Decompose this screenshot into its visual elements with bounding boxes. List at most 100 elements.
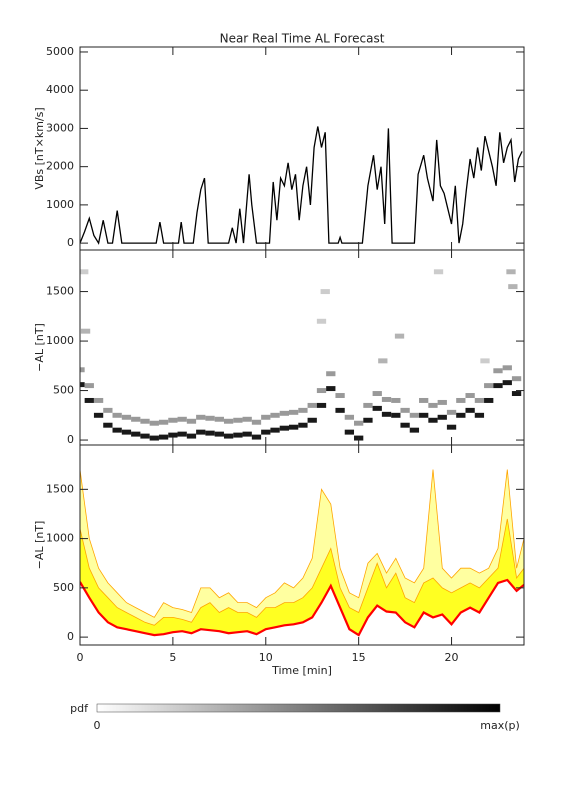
density-cell — [316, 388, 327, 394]
y-axis-label: VBs [nT×km/s] — [33, 107, 46, 189]
density-cell — [131, 416, 141, 422]
density-cell — [84, 397, 94, 403]
y-tick-label: 4000 — [46, 83, 74, 96]
y-tick-label: 0 — [67, 630, 74, 643]
y-tick-label: 2000 — [46, 160, 74, 173]
density-cell — [288, 409, 299, 415]
density-cell — [121, 429, 132, 435]
density-cell — [242, 416, 252, 422]
density-cell — [307, 417, 317, 423]
density-cell — [298, 407, 308, 413]
density-cell — [279, 425, 289, 431]
y-tick-label: 500 — [53, 581, 74, 594]
density-cell — [233, 432, 243, 438]
density-cell — [484, 383, 494, 389]
density-cell — [279, 410, 289, 416]
density-cell — [307, 402, 317, 408]
band-line — [80, 578, 524, 637]
x-tick-label: 0 — [77, 651, 84, 664]
colorbar-max: max(p) — [480, 719, 520, 732]
density-cell — [474, 397, 485, 403]
density-cell — [261, 414, 271, 420]
density-cell — [480, 358, 490, 364]
density-cell — [177, 416, 187, 422]
density-cell — [223, 433, 234, 439]
density-cell — [80, 269, 89, 275]
density-cell — [372, 391, 382, 397]
density-cell — [446, 409, 457, 415]
density-cell — [428, 417, 438, 423]
density-cell — [242, 431, 252, 437]
y-tick-label: 0 — [67, 433, 74, 446]
x-axis-label: Time [min] — [271, 664, 332, 677]
y-axis-label: −AL [nT] — [33, 323, 46, 372]
density-cell — [502, 380, 512, 386]
density-cell — [149, 435, 159, 441]
density-cell — [205, 430, 215, 436]
density-cell — [158, 434, 169, 440]
density-cell — [465, 393, 475, 398]
x-tick-label: 15 — [352, 651, 366, 664]
band-area — [80, 469, 524, 636]
density-cell — [335, 407, 345, 413]
density-cell — [196, 414, 206, 420]
density-cell — [456, 412, 466, 418]
density-cell — [316, 318, 327, 324]
y-tick-label: 1000 — [46, 532, 74, 545]
density-cell — [409, 412, 420, 418]
density-cell — [80, 328, 91, 334]
density-cell — [474, 412, 485, 418]
density-cell — [381, 411, 392, 417]
colorbar — [96, 703, 501, 713]
density-cell — [320, 289, 330, 295]
density-cell — [270, 427, 280, 433]
x-tick-label: 5 — [169, 651, 176, 664]
density-cell — [80, 382, 85, 388]
density-cell — [378, 358, 388, 364]
density-cell — [344, 429, 355, 435]
density-cell — [381, 396, 392, 402]
density-cell — [344, 414, 355, 420]
density-cell — [158, 419, 169, 425]
y-tick-label: 1000 — [46, 198, 74, 211]
density-cell — [428, 402, 438, 408]
y-tick-label: 3000 — [46, 121, 74, 134]
density-cell — [326, 386, 336, 392]
density-cell — [363, 402, 373, 408]
density-cell — [298, 422, 308, 428]
density-cell — [394, 333, 405, 339]
density-cell — [103, 422, 113, 428]
colorbar-label: pdf — [70, 702, 89, 715]
density-cell — [419, 412, 429, 418]
density-cell — [177, 431, 187, 437]
density-cell — [363, 417, 373, 423]
density-cell — [372, 405, 382, 411]
x-tick-label: 10 — [259, 651, 273, 664]
density-cell — [186, 418, 197, 424]
density-cell — [354, 420, 364, 426]
density-cell — [205, 415, 215, 421]
density-cell — [149, 420, 159, 426]
density-cell — [326, 371, 336, 377]
density-cell — [93, 412, 104, 418]
density-cell — [316, 402, 327, 408]
density-cell — [511, 376, 522, 382]
density-cell — [251, 419, 262, 425]
x-tick-label: 20 — [445, 651, 459, 664]
density-cell — [409, 427, 420, 433]
density-cell — [233, 417, 243, 423]
y-tick-label: 1500 — [46, 285, 74, 298]
density-cell — [168, 432, 178, 438]
density-cell — [261, 429, 271, 435]
plot-frame — [79, 444, 525, 646]
band-area — [80, 518, 524, 636]
density-cell — [506, 269, 516, 275]
density-cell — [196, 429, 206, 435]
density-cell — [508, 284, 518, 290]
colorbar-min: 0 — [94, 719, 101, 732]
density-cell — [214, 431, 224, 437]
density-cell — [400, 422, 410, 428]
density-cell — [112, 412, 122, 418]
density-cell — [437, 414, 447, 420]
